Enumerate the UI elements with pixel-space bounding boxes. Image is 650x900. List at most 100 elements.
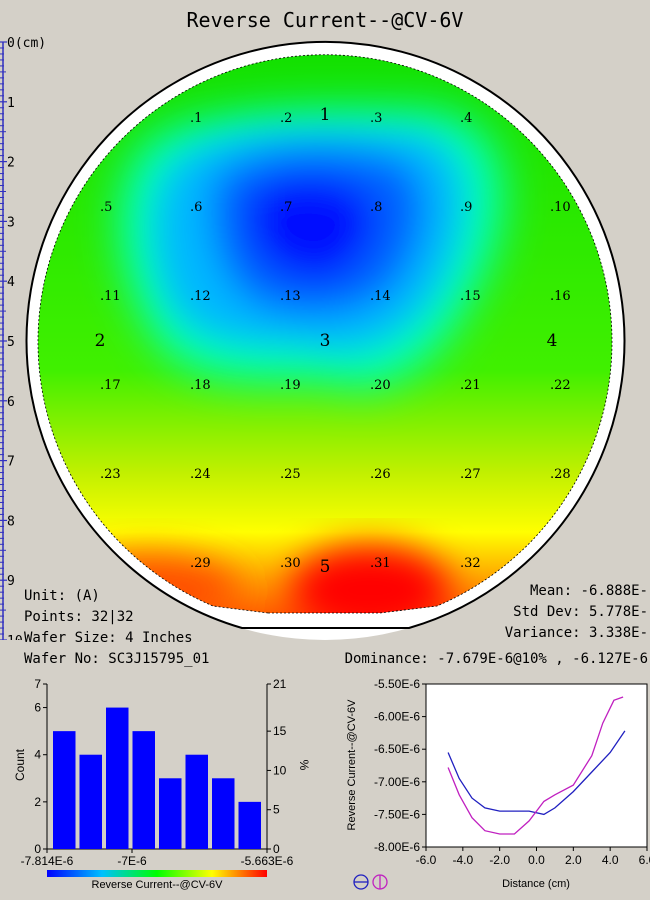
line-ylabel: Reverse Current--@CV-6V [346,699,358,831]
chart-title: Reverse Current--@CV-6V [186,8,464,32]
site-label: .31 [370,556,391,571]
variance-label: Variance: 3.338E- [504,625,648,641]
line-series [447,696,624,835]
histogram-y2tick-label: 10 [273,763,287,777]
line-xtick-label: 6.0 [639,853,650,867]
site-label: .15 [460,289,481,304]
histogram-ylabel: Count [13,748,27,781]
site-label: .9 [460,200,472,215]
site-label: .32 [460,556,481,571]
zone-label: 1 [320,105,331,125]
ruler-tick-label: 3 [7,215,15,230]
zone-label: 5 [320,557,331,577]
site-label: .24 [190,467,211,482]
histogram-y2tick-label: 5 [273,803,280,817]
vertical-ruler: 0(cm) 1 2 3 4 5 6 7 8 9 10 [0,36,46,640]
colorbar-label: Reverse Current--@CV-6V [92,879,224,891]
direction-icon[interactable] [353,874,388,890]
line-ytick-label: -5.50E-6 [374,677,420,691]
ruler-tick-label: 5 [7,335,15,350]
ruler-tick-label: 2 [7,156,15,171]
histogram-ytick-label: 7 [34,677,41,691]
site-label: .21 [460,378,481,393]
site-label: .17 [100,378,121,393]
ruler-tick-label: 4 [7,275,15,290]
histogram-xtick-label: -5.663E-6 [241,854,294,868]
ruler-tick-label: 9 [7,574,15,589]
site-label: .13 [280,289,301,304]
histogram-y2label: % [297,760,311,771]
line-xtick-label: 4.0 [602,853,619,867]
site-label: .12 [190,289,211,304]
site-label: .4 [460,111,472,126]
site-label: .10 [550,200,571,215]
dominance-label: Dominance: -7.679E-6@10% , -6.127E-6 [344,651,648,667]
histogram-bar [106,707,129,849]
histogram-bar [238,801,261,849]
site-label: .14 [370,289,391,304]
histogram-ytick-label: 4 [34,748,41,762]
site-label: .25 [280,467,301,482]
mean-label: Mean: -6.888E- [529,583,648,599]
site-label: .6 [190,200,202,215]
site-label: .11 [100,289,121,304]
ruler-tick-label: 6 [7,395,15,410]
histogram-xtick-label: -7.814E-6 [21,854,74,868]
site-label: .2 [280,111,292,126]
histogram-bar [53,731,76,849]
site-label: .16 [550,289,571,304]
site-label: .23 [100,467,121,482]
line-xlabel: Distance (cm) [502,878,570,890]
ruler-tick-label: 0(cm) [7,36,46,51]
histogram-xtick-label: -7E-6 [117,854,147,868]
zone-labels: 1 2 3 4 5 [95,105,558,577]
site-label: .7 [280,200,292,215]
zone-label: 2 [95,331,106,351]
line-ytick-label: -6.00E-6 [374,710,420,724]
line-ytick-label: -7.00E-6 [374,775,420,789]
histogram-bar [185,754,208,849]
site-label: .27 [460,467,481,482]
ruler-tick-label: 8 [7,514,15,529]
histogram-bar [132,731,155,849]
line-xtick-label: -4.0 [452,853,473,867]
site-label: .1 [190,111,202,126]
histogram-bar [79,754,102,849]
site-label: .8 [370,200,382,215]
ruler-tick-label: 1 [7,96,15,111]
site-label: .28 [550,467,571,482]
histogram-bar [159,778,182,849]
line-xtick-label: 2.0 [565,853,582,867]
site-label: .30 [280,556,301,571]
site-labels: .1 .2 .3 .4 .5 .6 .7 .8 .9 .10 .11 .12 .13 .14 .15 .16.… [100,111,571,571]
ruler-tick-label: 10 [7,634,23,640]
histogram-chart: 0 2 4 6 7 0 5 10 15 21 -7.814E-6 -7E-6 -5.663E-6 Rev… [13,677,311,891]
unit-label: Unit: (A) [24,588,100,604]
histogram-y2tick-label: 15 [273,724,287,738]
site-label: .22 [550,378,571,393]
wafer-size-label: Wafer Size: 4 Inches [24,630,193,646]
site-label: .5 [100,200,112,215]
histogram-y2tick-label: 0 [273,842,280,856]
std-dev-label: Std Dev: 5.778E- [513,604,648,620]
ruler-tick-label: 7 [7,455,15,470]
points-label: Points: 32|32 [24,609,134,625]
line-xtick-label: -6.0 [416,853,437,867]
wafer-map: 0(cm)12345678910 .1.2.3.4.5.6.7.8.9.10.1… [0,36,626,640]
line-profile-chart: -6.0 -4.0 -2.0 0.0 2.0 4.0 6.0 -8.00E-6 -7.50E-6… [346,677,650,890]
site-label: .18 [190,378,211,393]
histogram-ytick-label: 6 [34,701,41,715]
site-label: .26 [370,467,391,482]
line-xtick-label: 0.0 [528,853,545,867]
zone-label: 3 [320,331,331,351]
site-label: .29 [190,556,211,571]
line-series [447,730,626,816]
histogram-colorbar [47,870,267,877]
histogram-y2tick-label: 21 [273,677,287,691]
histogram-ytick-label: 2 [34,795,41,809]
zone-label: 4 [547,331,558,351]
histogram-bar [212,778,235,849]
line-ytick-label: -7.50E-6 [374,807,420,821]
line-ytick-label: -8.00E-6 [374,840,420,854]
line-xtick-label: -2.0 [489,853,510,867]
